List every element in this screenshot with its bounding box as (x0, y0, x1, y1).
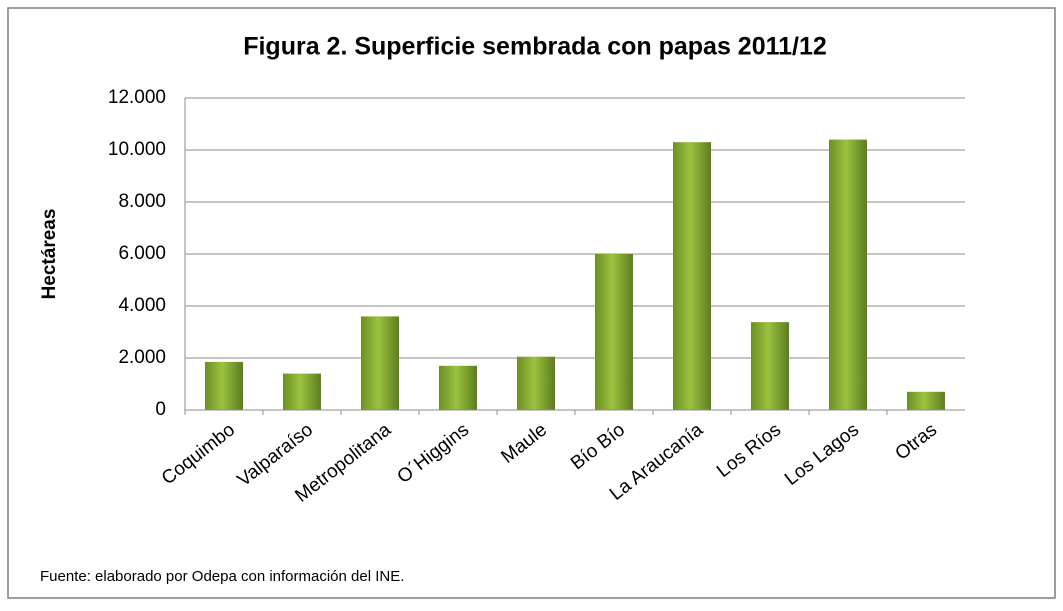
bar (283, 373, 321, 410)
bar (361, 316, 399, 410)
y-tick-label: 8.000 (118, 191, 166, 212)
source-note: Fuente: elaborado por Odepa con informac… (40, 568, 404, 585)
y-tick-label: 6.000 (118, 243, 166, 264)
bar (673, 142, 711, 410)
bar (751, 322, 789, 410)
y-tick-label: 10.000 (108, 139, 166, 160)
y-tick-label: 4.000 (118, 295, 166, 316)
bar (595, 254, 633, 410)
y-tick-label: 2.000 (118, 347, 166, 368)
bar (907, 391, 945, 410)
bar (517, 356, 555, 410)
bar (439, 365, 477, 410)
y-tick-label: 0 (155, 399, 166, 420)
bar (829, 139, 867, 410)
bar (205, 361, 243, 410)
y-axis-label: Hectáreas (39, 209, 60, 300)
chart-border (7, 7, 1056, 599)
chart-title: Figura 2. Superficie sembrada con papas … (243, 33, 827, 61)
y-tick-label: 12.000 (108, 87, 166, 108)
